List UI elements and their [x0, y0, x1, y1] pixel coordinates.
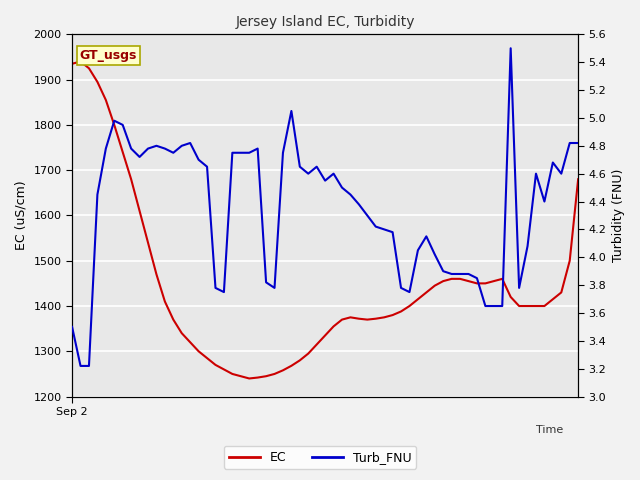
- Legend: EC, Turb_FNU: EC, Turb_FNU: [223, 446, 417, 469]
- Y-axis label: Turbidity (FNU): Turbidity (FNU): [612, 169, 625, 262]
- Title: Jersey Island EC, Turbidity: Jersey Island EC, Turbidity: [236, 15, 415, 29]
- Text: Time: Time: [536, 425, 563, 435]
- Y-axis label: EC (uS/cm): EC (uS/cm): [15, 180, 28, 250]
- Text: GT_usgs: GT_usgs: [80, 49, 137, 62]
